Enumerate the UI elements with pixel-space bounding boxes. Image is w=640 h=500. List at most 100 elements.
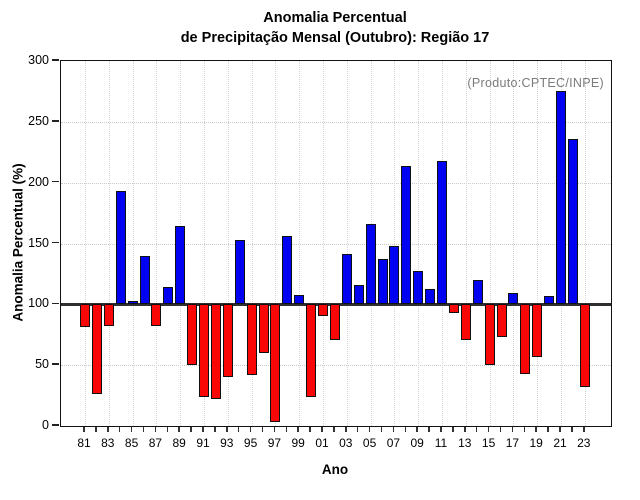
bar-91 <box>199 304 209 397</box>
x-tick-label-81: 81 <box>77 436 91 450</box>
x-tick-label-11: 11 <box>434 436 448 450</box>
x-tick-04 <box>356 427 359 432</box>
x-tick-06 <box>380 427 383 432</box>
x-tick-20 <box>547 427 549 432</box>
v-gridline-85 <box>132 61 134 426</box>
bar-01 <box>318 304 328 317</box>
bar-84 <box>115 191 126 305</box>
h-gridline-150 <box>61 243 611 245</box>
plot-area <box>60 60 612 427</box>
y-tick-label-200: 200 <box>28 174 49 189</box>
x-tick-label-09: 09 <box>410 436 424 450</box>
v-gridline-15 <box>489 61 491 426</box>
bar-14 <box>472 280 483 305</box>
x-tick-22 <box>571 427 573 432</box>
x-tick-81 <box>83 427 85 432</box>
bar-12 <box>448 304 459 313</box>
bar-02 <box>329 304 340 340</box>
x-tick-14 <box>475 427 478 432</box>
source-annotation: (Produto:CPTEC/INPE) <box>467 76 604 90</box>
y-tick-150 <box>52 241 59 244</box>
y-tick-label-100: 100 <box>28 296 49 311</box>
h-gridline-250 <box>61 121 611 123</box>
bar-96 <box>258 304 269 353</box>
x-tick-08 <box>404 427 407 432</box>
bar-18 <box>520 304 531 374</box>
x-tick-label-93: 93 <box>220 436 234 450</box>
v-gridline-83 <box>108 61 110 426</box>
x-tick-18 <box>523 427 526 432</box>
y-tick-250 <box>52 120 59 122</box>
bar-04 <box>353 284 364 305</box>
v-gridline-81 <box>85 61 86 426</box>
bar-05 <box>365 224 376 305</box>
x-tick-label-89: 89 <box>172 436 186 450</box>
bar-16 <box>496 304 507 338</box>
bar-00 <box>306 304 317 397</box>
y-tick-label-0: 0 <box>42 418 49 432</box>
x-tick-label-03: 03 <box>339 436 353 450</box>
y-tick-300 <box>52 59 59 61</box>
bar-83 <box>103 304 114 327</box>
v-gridline-09 <box>418 61 420 426</box>
x-tick-84 <box>118 427 121 432</box>
bar-22 <box>567 138 578 305</box>
x-tick-13 <box>464 427 466 432</box>
bar-81 <box>80 304 90 328</box>
x-tick-label-17: 17 <box>505 436 520 450</box>
v-gridline-13 <box>465 61 467 426</box>
x-tick-label-19: 19 <box>529 436 543 450</box>
x-tick-97 <box>273 427 276 432</box>
bar-20 <box>544 295 555 305</box>
x-tick-17 <box>511 427 514 432</box>
x-tick-16 <box>499 427 502 432</box>
x-tick-82 <box>95 427 97 432</box>
bar-07 <box>389 245 400 305</box>
x-tick-96 <box>261 427 264 432</box>
v-gridline-17 <box>513 61 515 426</box>
bar-95 <box>246 304 257 375</box>
v-gridline-19 <box>537 61 539 426</box>
x-tick-23 <box>583 427 585 432</box>
bar-92 <box>210 304 221 400</box>
x-tick-99 <box>297 427 299 432</box>
bar-15 <box>484 304 495 366</box>
x-tick-label-99: 99 <box>291 436 305 450</box>
x-tick-label-95: 95 <box>243 436 258 450</box>
bar-23 <box>579 304 590 388</box>
x-tick-93 <box>226 427 228 432</box>
v-gridline-99 <box>299 61 301 426</box>
x-tick-label-87: 87 <box>148 436 163 450</box>
v-gridline-01 <box>323 61 324 426</box>
y-tick-200 <box>52 180 59 183</box>
x-tick-85 <box>130 427 133 432</box>
x-tick-87 <box>154 427 157 432</box>
v-gridline-91 <box>204 61 205 426</box>
bar-03 <box>341 254 352 305</box>
x-tick-11 <box>440 427 442 432</box>
bar-86 <box>139 255 150 305</box>
bar-21 <box>556 91 566 305</box>
x-tick-94 <box>237 427 240 432</box>
x-tick-92 <box>214 427 216 432</box>
x-tick-07 <box>392 427 395 432</box>
bar-09 <box>413 271 424 305</box>
x-tick-95 <box>249 427 252 432</box>
bar-89 <box>175 226 186 305</box>
bar-10 <box>425 288 436 305</box>
bar-87 <box>151 304 162 327</box>
y-tick-0 <box>52 424 59 426</box>
y-tick-label-300: 300 <box>28 53 49 67</box>
chart-title-line2: de Precipitação Mensal (Outubro): Região… <box>180 30 490 46</box>
x-tick-01 <box>321 427 323 432</box>
x-tick-label-91: 91 <box>196 436 210 450</box>
y-tick-100 <box>52 302 59 305</box>
x-tick-91 <box>202 427 204 432</box>
v-gridline-97 <box>275 61 277 426</box>
x-tick-03 <box>345 427 347 432</box>
bar-98 <box>282 236 293 305</box>
x-tick-83 <box>107 427 109 432</box>
x-tick-label-05: 05 <box>362 436 377 450</box>
x-tick-label-07: 07 <box>386 436 401 450</box>
